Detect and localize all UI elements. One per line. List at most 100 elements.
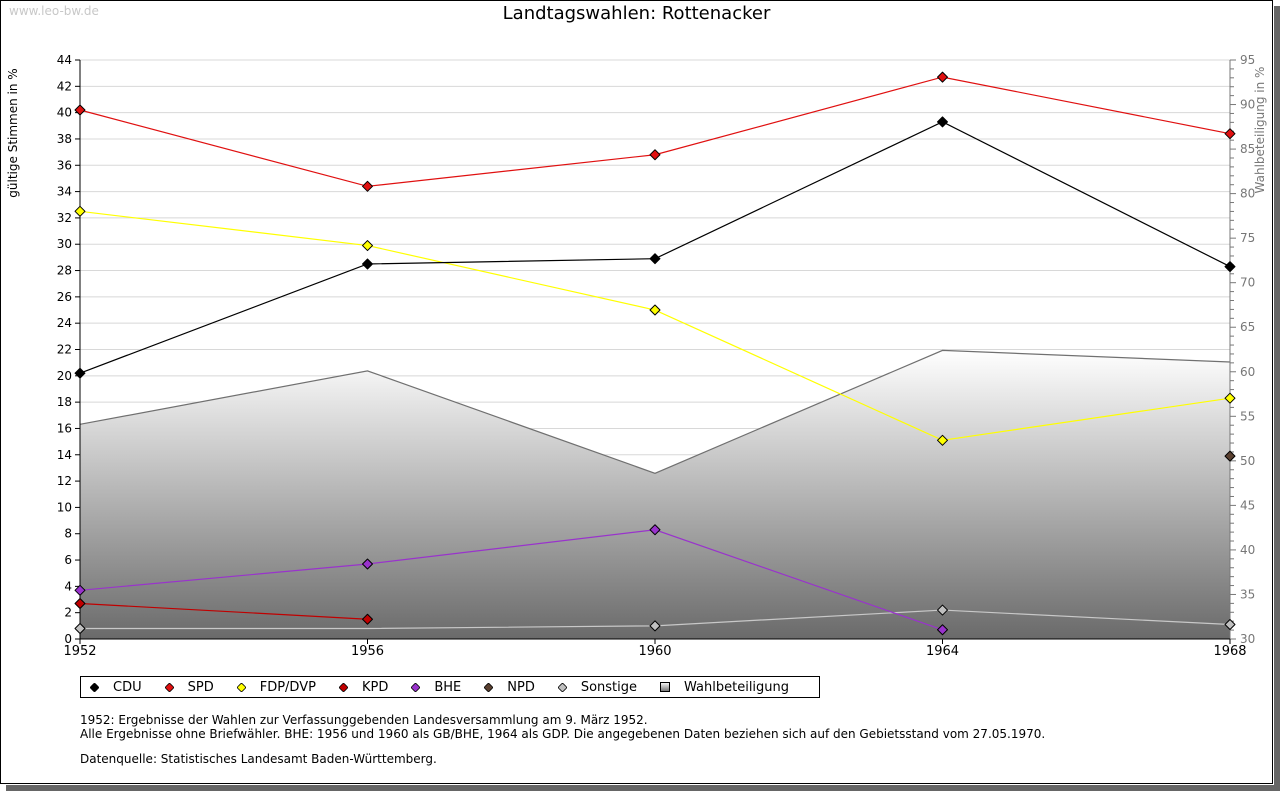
y2-tick-label: 45: [1240, 498, 1255, 512]
y-tick-label: 16: [57, 421, 72, 435]
x-tick-label: 1956: [351, 644, 384, 659]
data-point-fdp-dvp: [74, 205, 86, 217]
legend-item-fdp-dvp: FDP/DVP: [236, 680, 316, 695]
y2-tick-label: 60: [1240, 365, 1255, 379]
footnote-general: Alle Ergebnisse ohne Briefwähler. BHE: 1…: [80, 727, 1046, 741]
y2-tick-label: 90: [1240, 98, 1255, 112]
legend-item-kpd: KPD: [338, 679, 389, 695]
y2-tick-label: 35: [1240, 587, 1255, 601]
y-tick-label: 34: [57, 185, 72, 199]
data-point-spd: [362, 180, 373, 192]
data-point-spd: [74, 104, 86, 116]
legend-diamond-icon: [338, 681, 349, 693]
y-tick-label: 10: [57, 500, 72, 514]
axes: 0246810121416182022242628303234363840424…: [57, 53, 1256, 659]
chart-title: Landtagswahlen: Rottenacker: [502, 3, 771, 24]
turnout-outline: [79, 349, 1231, 474]
y-tick-label: 12: [57, 474, 72, 488]
y2-tick-label: 30: [1240, 632, 1255, 646]
data-point-sonstige: [1224, 619, 1236, 631]
legend-label: CDU: [113, 679, 142, 695]
y-tick-label: 40: [57, 106, 72, 120]
watermark: www.leo-bw.de: [9, 4, 99, 18]
data-point-cdu: [74, 367, 86, 379]
y2-tick-label: 50: [1240, 454, 1255, 468]
legend-label: NPD: [507, 679, 535, 695]
data-point-fdp-dvp: [362, 240, 373, 252]
data-point-fdp-dvp: [937, 434, 948, 446]
series-points: [74, 71, 1236, 636]
y-tick-label: 36: [57, 158, 72, 172]
legend-item-sonstige: Sonstige: [557, 679, 638, 695]
series-line-kpd: [79, 602, 368, 620]
legend-diamond-icon: [164, 681, 175, 693]
data-point-bhe: [937, 624, 948, 636]
legend-diamond-icon: [483, 681, 494, 693]
y2-tick-label: 70: [1240, 276, 1255, 290]
y-tick-label: 42: [57, 79, 72, 93]
y2-tick-label: 75: [1240, 231, 1255, 245]
y-tick-label: 22: [57, 343, 72, 357]
y-tick-label: 26: [57, 290, 72, 304]
x-tick-label: 1960: [638, 644, 671, 659]
legend-item-bhe: BHE: [410, 679, 462, 695]
data-point-npd: [1224, 450, 1236, 462]
footnote-1952: 1952: Ergebnisse der Wahlen zur Verfassu…: [80, 713, 648, 727]
data-point-sonstige: [649, 620, 661, 632]
y-tick-label: 18: [57, 395, 72, 409]
y-tick-label: 8: [64, 527, 72, 541]
legend-label: Sonstige: [580, 679, 638, 695]
legend-label: BHE: [434, 679, 462, 695]
y2-tick-label: 55: [1240, 409, 1255, 423]
x-tick-label: 1964: [926, 644, 959, 659]
data-point-spd: [1224, 128, 1236, 140]
y2-tick-label: 85: [1240, 142, 1255, 156]
data-point-bhe: [362, 558, 373, 570]
y-tick-label: 44: [57, 53, 72, 67]
data-point-sonstige: [937, 604, 948, 616]
y-axis-label: gültige Stimmen in %: [6, 68, 20, 197]
data-point-bhe: [74, 584, 86, 596]
frame-shadow-bottom: [6, 785, 1280, 791]
legend-item-cdu: CDU: [89, 679, 142, 695]
legend: CDU SPD FDP/DVP KPD BHE NPD Sonstige Wahlbeteil…: [80, 676, 820, 698]
series-line-bhe: [79, 529, 943, 631]
y2-tick-label: 80: [1240, 187, 1255, 201]
data-point-cdu: [362, 258, 373, 270]
y-tick-label: 0: [64, 632, 72, 646]
y2-tick-label: 65: [1240, 320, 1255, 334]
series-line-spd: [79, 76, 1231, 187]
legend-diamond-icon: [410, 681, 421, 693]
y2-tick-label: 40: [1240, 543, 1255, 557]
legend-item-spd: SPD: [164, 680, 214, 695]
legend-label: KPD: [361, 679, 389, 695]
legend-square-icon: [660, 682, 671, 692]
legend-diamond-icon: [557, 681, 568, 693]
y-tick-label: 20: [57, 369, 72, 383]
y-tick-label: 2: [64, 606, 72, 620]
data-point-spd: [649, 149, 661, 161]
y-tick-label: 28: [57, 264, 72, 278]
data-source: Datenquelle: Statistisches Landesamt Bad…: [80, 752, 437, 766]
y2-tick-label: 95: [1240, 53, 1255, 67]
y-tick-label: 6: [64, 553, 72, 567]
y-tick-label: 24: [57, 316, 72, 330]
y-tick-label: 32: [57, 211, 72, 225]
x-tick-label: 1968: [1213, 644, 1246, 659]
legend-label: Wahlbeteiligung: [684, 679, 790, 695]
x-tick-label: 1952: [63, 644, 96, 659]
footnotes: 1952: Ergebnisse der Wahlen zur Verfassu…: [80, 713, 1045, 741]
y-tick-label: 30: [57, 237, 72, 251]
frame-shadow-right: [1274, 6, 1280, 791]
data-point-cdu: [937, 116, 948, 128]
legend-diamond-icon: [236, 681, 247, 693]
data-point-kpd: [362, 613, 373, 625]
data-point-fdp-dvp: [649, 304, 661, 316]
legend-item-wahlbeteiligung: Wahlbeteiligung: [660, 680, 789, 695]
data-point-sonstige: [74, 622, 86, 634]
data-point-cdu: [649, 253, 661, 265]
y-tick-label: 38: [57, 132, 72, 146]
legend-diamond-icon: [89, 681, 100, 693]
y-tick-label: 14: [57, 448, 72, 462]
